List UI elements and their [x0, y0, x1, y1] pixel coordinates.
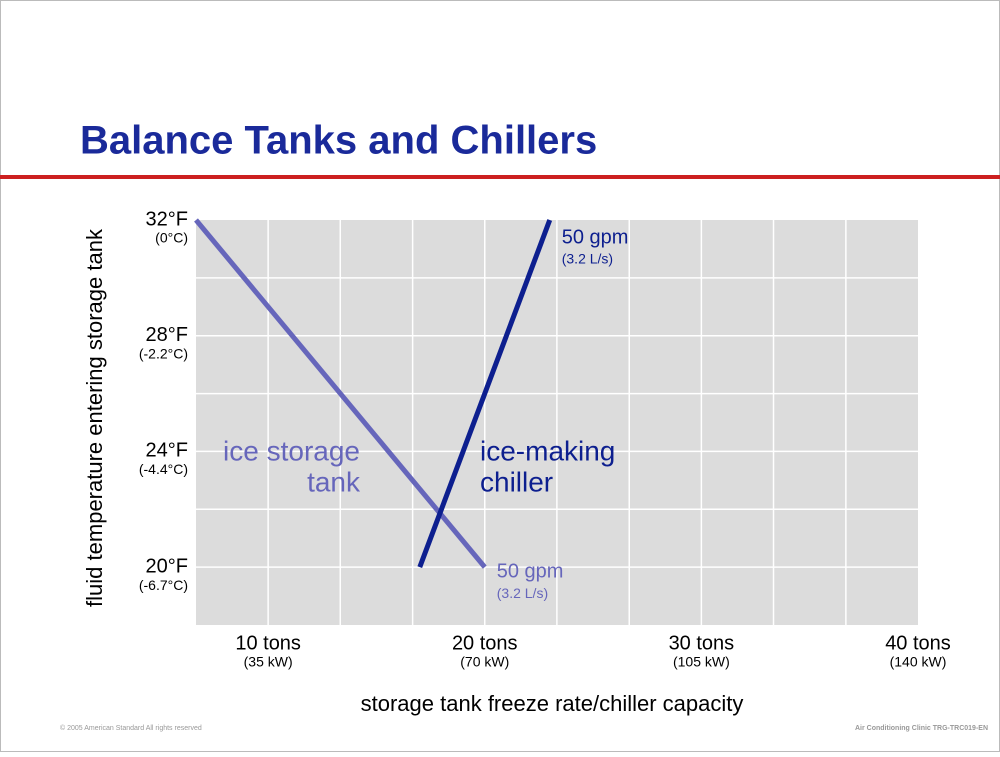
- flow-label: 50 gpm: [562, 226, 629, 248]
- x-tick-label: 30 tons: [669, 632, 735, 654]
- x-tick-label: 20 tons: [452, 632, 518, 654]
- x-tick-label: 40 tons: [885, 632, 951, 654]
- slide-title: Balance Tanks and Chillers: [80, 119, 597, 163]
- y-tick-label: 20°F: [146, 555, 188, 577]
- y-tick-metric: (0°C): [155, 230, 188, 246]
- title-rule: [0, 175, 1000, 179]
- y-tick-label: 32°F: [146, 208, 188, 230]
- y-tick-label: 28°F: [146, 324, 188, 346]
- x-axis-label: storage tank freeze rate/chiller capacit…: [361, 691, 744, 716]
- x-tick-label: 10 tons: [235, 632, 301, 654]
- series-name: chiller: [480, 466, 553, 497]
- y-tick-metric: (-2.2°C): [139, 345, 188, 361]
- y-tick-label: 24°F: [146, 440, 188, 462]
- x-tick-metric: (105 kW): [673, 654, 730, 670]
- footer-right: Air Conditioning Clinic TRG-TRC019-EN: [855, 725, 988, 732]
- y-axis-label: fluid temperature entering storage tank: [82, 228, 107, 607]
- x-tick-metric: (70 kW): [460, 654, 509, 670]
- y-tick-metric: (-6.7°C): [139, 577, 188, 593]
- series-line: [417, 219, 553, 569]
- y-tick-metric: (-4.4°C): [139, 461, 188, 477]
- series-name: ice-making: [480, 435, 615, 466]
- x-tick-metric: (35 kW): [244, 654, 293, 670]
- x-tick-metric: (140 kW): [890, 654, 947, 670]
- flow-metric: (3.2 L/s): [497, 585, 548, 601]
- flow-label: 50 gpm: [497, 560, 564, 582]
- series-line: [194, 218, 487, 569]
- flow-metric: (3.2 L/s): [562, 251, 613, 267]
- series-name: tank: [307, 466, 361, 497]
- footer-left: © 2005 American Standard All rights rese…: [60, 724, 202, 732]
- series-name: ice storage: [223, 435, 360, 466]
